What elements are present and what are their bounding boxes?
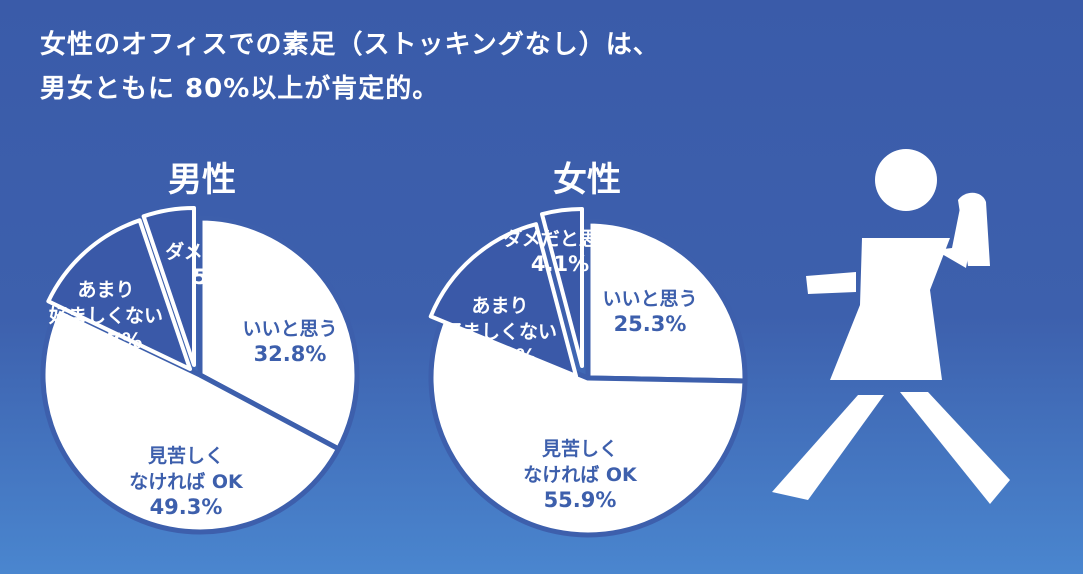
- male-slice-text-4: ダメだと思う: [165, 240, 278, 263]
- male-slice-text-2: なければ OK: [129, 471, 244, 493]
- female-slice-text-1: いいと思う: [602, 288, 697, 310]
- male-slice-value-2: 49.3%: [150, 495, 223, 519]
- male-slice-3: [46, 218, 192, 371]
- male-slice-text-3: 好ましくない: [48, 304, 163, 327]
- headline-line-2: 男女ともに 80%以上が肯定的。: [40, 74, 440, 104]
- male-slice-4: [141, 206, 196, 367]
- male-slice-text-1: いいと思う: [242, 318, 337, 340]
- female-slice-value-1: 25.3%: [614, 312, 687, 336]
- male-slice-2: [40, 304, 342, 535]
- female-slice-value-2: 55.9%: [544, 488, 617, 512]
- female-pie-title: 女性: [553, 160, 621, 200]
- male-slice-value-1: 32.8%: [254, 342, 327, 366]
- female-slice-text-2: なければ OK: [523, 464, 638, 486]
- male-slice-1: [197, 215, 360, 452]
- male-pie-title: 男性: [168, 160, 236, 200]
- female-slice-3: [428, 222, 578, 378]
- male-slice-value-4: 5.2%: [193, 265, 251, 289]
- male-slice-value-3: 12.7%: [70, 329, 143, 353]
- female-slice-2: [428, 315, 748, 538]
- headline-line-1: 女性のオフィスでの素足（ストッキングなし）は、: [40, 30, 660, 60]
- female-slice-text-3: あまり: [471, 295, 528, 317]
- female-slice-1: [585, 218, 748, 384]
- female-slice-text-3: 好ましくない: [442, 320, 557, 343]
- female-slice-value-3: 14.7%: [464, 345, 537, 369]
- female-slice-text-4: ダメだと思う: [503, 227, 616, 250]
- male-slice-text-3: あまり: [77, 279, 134, 301]
- female-slice-4: [540, 207, 584, 368]
- female-slice-text-2: 見苦しく: [542, 437, 618, 460]
- male-slice-text-2: 見苦しく: [148, 444, 224, 467]
- female-slice-value-4: 4.1%: [531, 252, 589, 276]
